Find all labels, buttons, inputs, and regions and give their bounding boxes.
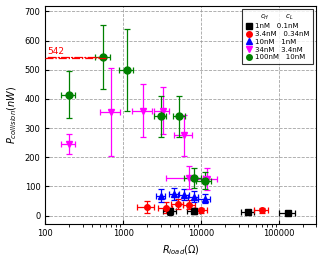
- Y-axis label: $P_{collision}(nW)$: $P_{collision}(nW)$: [5, 86, 19, 144]
- X-axis label: $R_{load}(\Omega)$: $R_{load}(\Omega)$: [162, 244, 200, 257]
- Text: 542: 542: [47, 47, 64, 56]
- Legend: 1nM   0.1nM, 3.4nM   0.34nM, 10nM   1nM, 34nM   3.4nM, 100nM   10nM: 1nM 0.1nM, 3.4nM 0.34nM, 10nM 1nM, 34nM …: [242, 9, 313, 64]
